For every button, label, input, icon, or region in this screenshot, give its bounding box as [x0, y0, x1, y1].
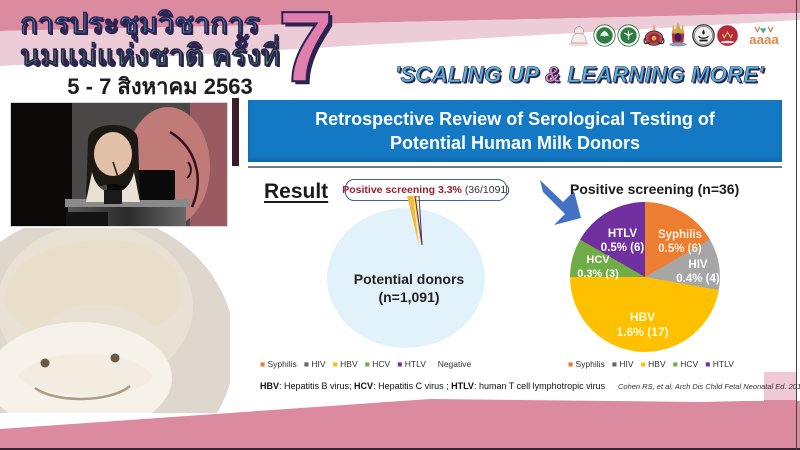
svg-text:aaaa: aaaa	[749, 32, 779, 47]
